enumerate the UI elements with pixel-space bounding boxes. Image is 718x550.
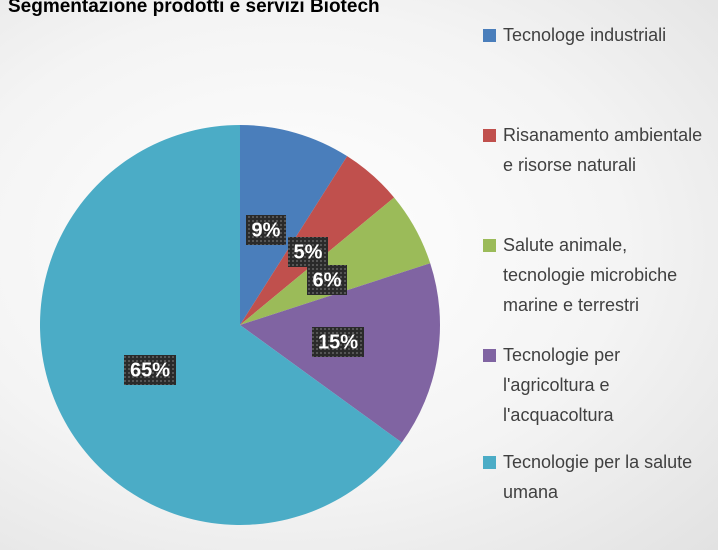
pie-slice <box>240 197 431 325</box>
data-label-box <box>312 327 364 357</box>
legend-swatch <box>483 29 496 42</box>
legend-label: Tecnologe industriali <box>503 25 667 45</box>
legend-swatch <box>483 456 496 469</box>
data-label: 6% <box>313 269 342 291</box>
data-label: 65% <box>130 359 170 381</box>
data-label: 15% <box>318 331 358 353</box>
legend-swatch <box>483 129 496 142</box>
legend-item: Tecnologie per l'agricoltura e l'acquaco… <box>483 340 708 430</box>
legend-label: Salute animale, tecnologie microbiche ma… <box>503 235 678 315</box>
legend-swatch <box>483 349 496 362</box>
legend-item: Tecnologie per la salute umana <box>483 447 708 507</box>
legend-item: Salute animale, tecnologie microbiche ma… <box>483 230 708 320</box>
data-label-box <box>124 355 176 385</box>
chart-title: Segmentazione prodotti e servizi Biotech <box>8 0 380 17</box>
data-label-box <box>246 215 286 245</box>
pie-slice <box>240 125 348 325</box>
data-label: 9% <box>252 219 281 241</box>
pie-slice <box>39 125 402 525</box>
legend-item: Risanamento ambientale e risorse natural… <box>483 120 708 180</box>
legend-swatch <box>483 239 496 252</box>
legend-label: Risanamento ambientale e risorse natural… <box>503 125 703 175</box>
legend-item: Tecnologe industriali <box>483 20 708 50</box>
data-label: 5% <box>294 241 323 263</box>
legend-label: Tecnologie per l'agricoltura e l'acquaco… <box>503 345 621 425</box>
data-label-box <box>307 265 347 295</box>
legend-label: Tecnologie per la salute umana <box>503 452 693 502</box>
data-label-box <box>288 237 328 267</box>
